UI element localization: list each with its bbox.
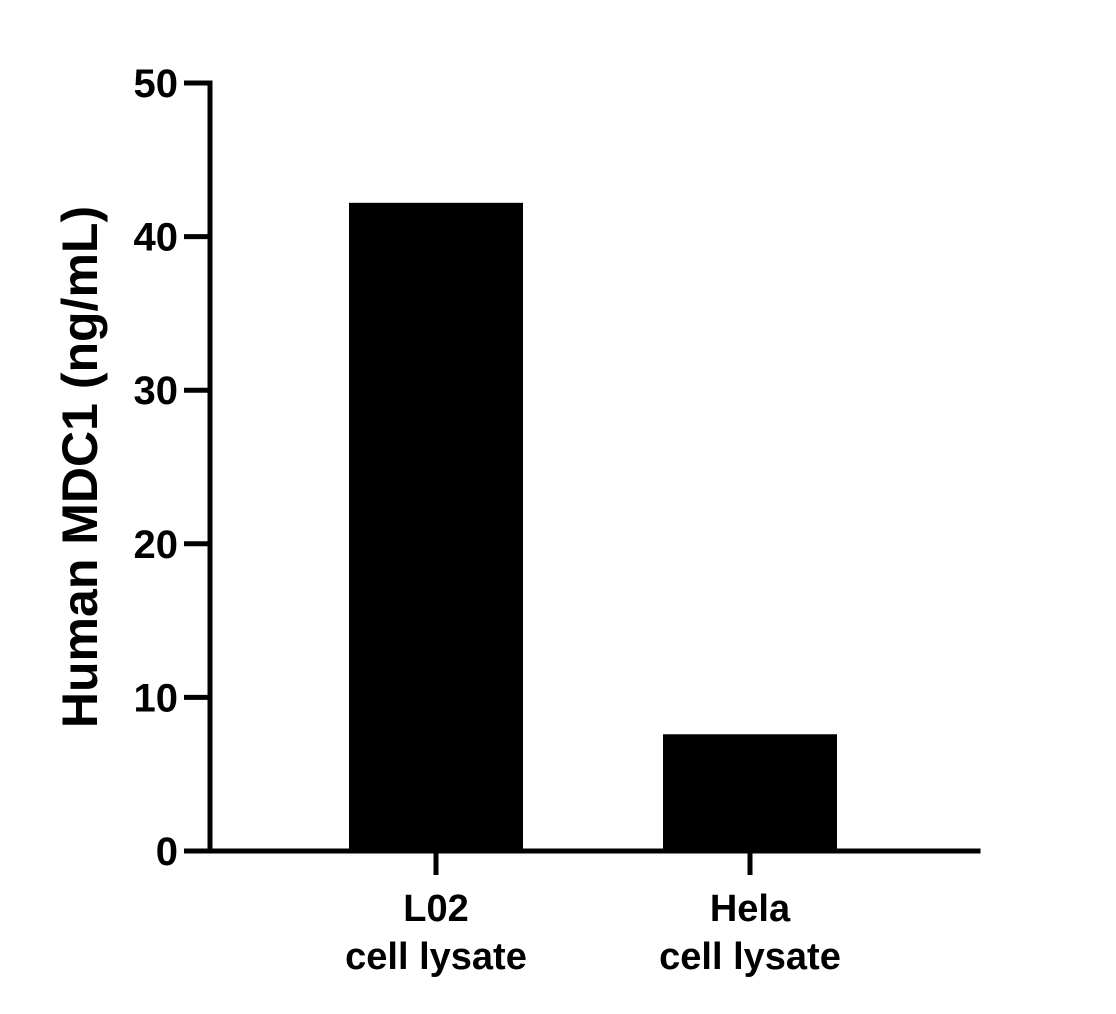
y-tick-label: 10: [134, 676, 179, 720]
y-tick-label: 50: [134, 62, 179, 106]
axes-group: [207, 80, 981, 854]
x-tick-label: cell lysate: [659, 936, 841, 978]
x-tick-label: cell lysate: [345, 936, 527, 978]
bar-1: [663, 734, 837, 851]
y-axis-label: Human MDC1 (ng/mL): [52, 206, 108, 728]
x-ticks-group: L02 cell lysate Hela cell lysate: [345, 851, 841, 978]
x-tick-label: Hela: [710, 888, 791, 930]
y-tick-label: 30: [134, 369, 179, 413]
bars-group: [349, 202, 837, 852]
y-tick-label: 0: [156, 830, 178, 874]
x-tick-label: L02: [403, 888, 468, 930]
y-tick-label: 40: [134, 216, 179, 260]
y-tick-label: 20: [134, 523, 179, 567]
bar-0: [349, 202, 523, 852]
y-ticks-group: 0 10 20 30 40 50: [134, 62, 210, 874]
